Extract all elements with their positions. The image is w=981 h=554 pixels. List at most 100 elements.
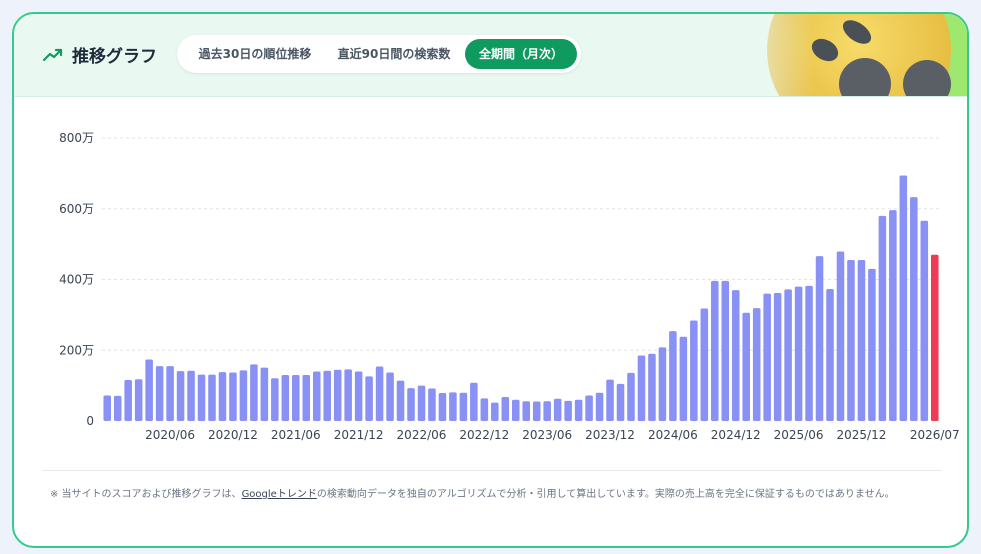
bar bbox=[113, 395, 122, 421]
bar bbox=[805, 285, 813, 421]
bar bbox=[910, 197, 918, 421]
disclaimer-note: ※ 当サイトのスコアおよび推移グラフは、Googleトレンドの検索動向データを独… bbox=[50, 486, 940, 503]
note-suffix: の検索動向データを独自のアルゴリズムで分析・引用して算出しています。実際の売上高… bbox=[316, 489, 895, 500]
bar bbox=[428, 388, 436, 421]
bar bbox=[752, 308, 761, 421]
bar bbox=[312, 371, 321, 421]
bar bbox=[365, 376, 373, 421]
bar bbox=[826, 289, 834, 421]
bar bbox=[386, 372, 394, 421]
bar bbox=[187, 370, 195, 421]
trending-up-icon bbox=[42, 48, 63, 61]
bar bbox=[124, 379, 132, 421]
x-tick-label: 2024/12 bbox=[711, 428, 761, 442]
tab-30-day-rank[interactable]: 過去30日の順位推移 bbox=[198, 47, 312, 61]
bar bbox=[595, 392, 604, 421]
graph-title: 推移グラフ bbox=[72, 47, 157, 67]
bar bbox=[532, 401, 541, 421]
bar bbox=[847, 260, 855, 421]
bar bbox=[417, 385, 426, 421]
bar bbox=[721, 280, 730, 421]
note-prefix: ※ 当サイトのスコアおよび推移グラフは、 bbox=[50, 489, 242, 500]
tab-all-period-monthly[interactable]: 全期間（月次） bbox=[465, 39, 577, 69]
bar bbox=[763, 293, 771, 421]
bar bbox=[271, 378, 279, 421]
bar bbox=[480, 398, 489, 421]
bar bbox=[564, 400, 572, 421]
bar bbox=[815, 256, 824, 421]
bar bbox=[690, 320, 698, 421]
bar bbox=[292, 375, 300, 421]
bar bbox=[648, 353, 656, 421]
tab-90-day-search[interactable]: 直近90日間の検索数 bbox=[337, 47, 451, 61]
bar bbox=[585, 395, 593, 421]
y-tick-label: 400万 bbox=[59, 273, 94, 287]
bar bbox=[889, 210, 897, 421]
bar bbox=[679, 336, 688, 421]
bar bbox=[637, 355, 646, 421]
bar bbox=[250, 364, 258, 421]
x-tick-label: 2020/06 bbox=[145, 428, 195, 442]
bar bbox=[836, 251, 845, 421]
bar bbox=[375, 366, 384, 421]
bar bbox=[920, 220, 929, 421]
trend-graph-card: 推移グラフ 過去30日の順位推移 直近90日間の検索数 全期間（月次） bbox=[12, 12, 969, 548]
x-tick-label: 2025/12 bbox=[837, 428, 887, 442]
google-trends-link[interactable]: Googleトレンド bbox=[241, 489, 317, 500]
bar bbox=[553, 398, 562, 421]
x-tick-label: 2023/06 bbox=[522, 428, 572, 442]
y-tick-label: 200万 bbox=[59, 343, 94, 357]
x-tick-label: 2021/06 bbox=[271, 428, 321, 442]
bar bbox=[658, 347, 667, 421]
bar bbox=[134, 379, 143, 421]
bar bbox=[470, 382, 478, 421]
bar bbox=[166, 366, 174, 421]
bar bbox=[700, 308, 709, 421]
y-tick-label: 800万 bbox=[59, 131, 94, 145]
bar bbox=[711, 280, 719, 421]
x-tick-label: 2020/12 bbox=[208, 428, 258, 442]
bar bbox=[606, 379, 614, 421]
x-tick-label: 2022/06 bbox=[397, 428, 447, 442]
bar bbox=[857, 260, 866, 421]
divider bbox=[42, 470, 942, 471]
bar bbox=[899, 175, 908, 421]
bar bbox=[396, 380, 405, 421]
bar bbox=[407, 388, 415, 421]
x-tick-label: 2023/12 bbox=[585, 428, 635, 442]
bar bbox=[176, 371, 185, 421]
bar bbox=[103, 395, 112, 421]
bar bbox=[742, 312, 750, 421]
bar bbox=[260, 367, 269, 421]
bar bbox=[522, 401, 531, 421]
y-tick-label: 0 bbox=[86, 414, 94, 428]
bar bbox=[459, 392, 468, 421]
x-tick-label: 2026/07 bbox=[910, 428, 960, 442]
bar bbox=[501, 396, 510, 421]
bar bbox=[784, 289, 792, 421]
bar-current bbox=[930, 254, 939, 421]
bar bbox=[229, 372, 237, 421]
bar bbox=[868, 268, 876, 421]
x-tick-label: 2024/06 bbox=[648, 428, 698, 442]
bar bbox=[302, 375, 311, 421]
bar bbox=[491, 402, 499, 421]
x-tick-label: 2025/06 bbox=[774, 428, 824, 442]
bar bbox=[627, 372, 635, 421]
bar bbox=[218, 372, 227, 421]
emoji-decoration-image bbox=[729, 14, 967, 96]
bar bbox=[731, 290, 740, 421]
bar bbox=[281, 375, 290, 421]
bar bbox=[333, 369, 342, 421]
bar bbox=[773, 292, 782, 421]
bar bbox=[878, 215, 887, 421]
bar bbox=[145, 359, 153, 421]
bar bbox=[449, 392, 457, 421]
bar bbox=[543, 401, 551, 421]
bar bbox=[794, 286, 803, 421]
title-group: 推移グラフ bbox=[42, 42, 157, 67]
period-tabs: 過去30日の順位推移 直近90日間の検索数 全期間（月次） bbox=[177, 35, 581, 73]
bar bbox=[239, 370, 248, 421]
bar bbox=[155, 366, 164, 421]
bar bbox=[616, 383, 625, 421]
